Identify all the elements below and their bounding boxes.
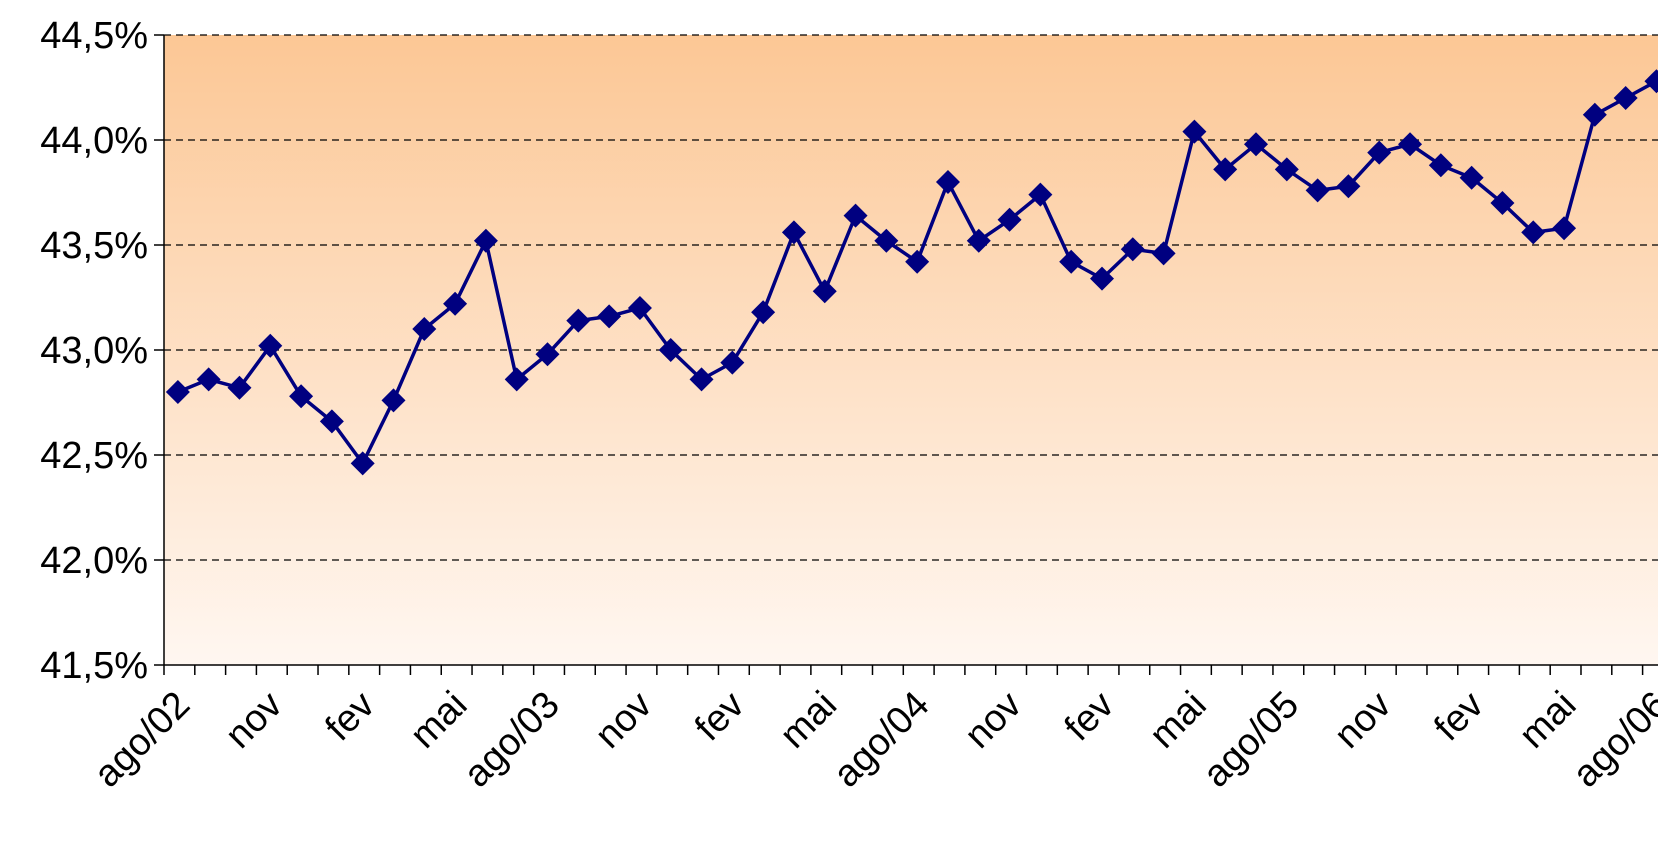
marker (997, 207, 1022, 232)
marker (1521, 220, 1546, 245)
marker (1613, 86, 1638, 110)
marker (1089, 266, 1114, 291)
marker (781, 220, 806, 245)
marker (1552, 216, 1577, 241)
marker (597, 304, 622, 329)
marker (566, 308, 591, 333)
y-tick-label: 44,5% (40, 15, 148, 57)
marker (165, 380, 190, 404)
marker (905, 249, 930, 274)
marker (1244, 132, 1269, 157)
marker (473, 228, 498, 253)
marker (258, 333, 283, 358)
marker (1305, 178, 1330, 203)
marker (658, 338, 683, 362)
marker (227, 375, 252, 400)
y-tick-label: 43,0% (40, 330, 148, 372)
marker (935, 170, 960, 194)
y-tick-label: 43,5% (40, 225, 148, 267)
x-tick-label: fev (1426, 684, 1492, 750)
x-tick-label: ago/05 (1195, 684, 1307, 796)
marker (843, 203, 868, 228)
marker (751, 300, 776, 325)
marker (412, 317, 437, 341)
marker (1428, 153, 1453, 178)
marker (1336, 174, 1361, 199)
marker (1459, 165, 1484, 190)
marker (1059, 249, 1084, 274)
x-tick-label: mai (1511, 684, 1584, 757)
y-tick-label: 42,0% (40, 540, 148, 582)
x-tick-label: nov (957, 684, 1030, 757)
marker (1151, 241, 1176, 266)
x-tick-label: ago/03 (456, 684, 568, 796)
x-tick-label: fev (1057, 684, 1123, 750)
marker (504, 367, 529, 392)
marker (1490, 191, 1515, 215)
marker (627, 296, 652, 320)
y-tick-label: 42,5% (40, 435, 148, 477)
marker (1182, 119, 1207, 144)
marker (1367, 140, 1392, 165)
marker (1274, 157, 1299, 182)
marker (1213, 157, 1238, 182)
marker (196, 367, 221, 392)
marker (289, 384, 314, 409)
marker (689, 367, 714, 392)
marker (381, 388, 406, 413)
marker (874, 228, 899, 253)
y-tick-label: 44,0% (40, 120, 148, 162)
marker (1582, 102, 1607, 127)
x-tick-label: ago/06 (1565, 684, 1658, 796)
x-tick-label: mai (402, 684, 475, 757)
marker (319, 409, 344, 434)
x-tick-label: nov (1327, 684, 1400, 757)
x-tick-label: fev (317, 684, 383, 750)
y-tick-label: 41,5% (40, 645, 148, 687)
marker (535, 342, 560, 367)
marker (720, 350, 745, 375)
x-tick-label: ago/02 (86, 684, 198, 796)
marker (1398, 132, 1423, 157)
x-tick-label: ago/04 (826, 684, 938, 796)
marker (1028, 182, 1053, 207)
marker (1120, 237, 1145, 262)
x-tick-label: mai (1142, 684, 1215, 757)
x-tick-label: nov (218, 684, 291, 757)
marker (443, 291, 468, 316)
marker (1644, 69, 1658, 94)
marker (812, 279, 837, 304)
marker (966, 228, 991, 253)
x-tick-label: fev (687, 684, 753, 750)
marker (350, 451, 375, 476)
x-tick-label: mai (772, 684, 845, 757)
x-tick-label: nov (587, 684, 660, 757)
